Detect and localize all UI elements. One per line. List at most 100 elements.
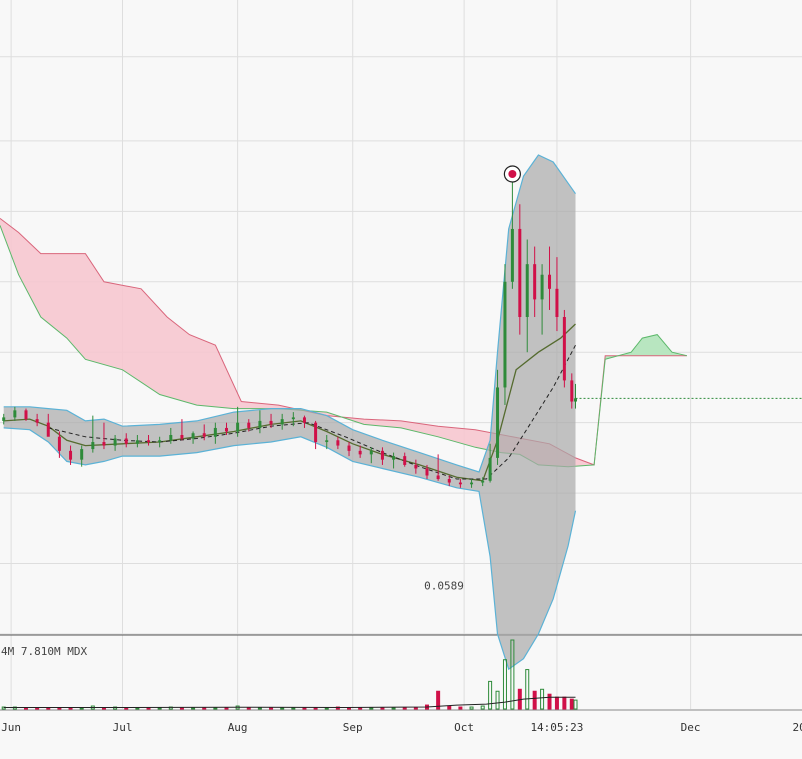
candle-body <box>213 427 217 437</box>
volume-bar <box>436 690 441 710</box>
volume-legend-label: 4M 7.810M MDX <box>1 645 87 658</box>
volume-bar <box>257 707 262 710</box>
candle-body <box>436 475 440 480</box>
candle-body <box>113 438 117 446</box>
volume-bar <box>291 707 296 710</box>
volume-bar <box>547 693 552 710</box>
volume-bar <box>213 707 218 710</box>
x-tick-label: 2024 <box>792 721 802 734</box>
x-tick-label: Dec <box>681 721 701 734</box>
volume-bar <box>569 698 574 710</box>
bollinger-lower-line <box>3 427 577 671</box>
x-tick-label: Jun <box>1 721 21 734</box>
x-tick-label: Oct <box>454 721 474 734</box>
volume-bar <box>447 705 452 710</box>
bollinger-upper-line <box>3 154 576 473</box>
volume-average-line <box>3 696 576 709</box>
candle-body <box>124 438 128 444</box>
candle-body <box>191 433 195 439</box>
volume-bar <box>540 688 545 710</box>
volume-bar <box>269 707 274 710</box>
volume-bar <box>488 680 493 710</box>
candle-body <box>69 450 73 460</box>
volume-bar <box>324 707 329 710</box>
candle-body <box>403 456 407 465</box>
volume-bar <box>124 707 129 710</box>
volume-bar <box>57 707 62 710</box>
candle-body <box>347 445 351 451</box>
volume-bar <box>302 707 307 710</box>
volume-bar <box>101 707 106 710</box>
volume-bar <box>458 706 463 710</box>
volume-bar <box>573 699 578 710</box>
volume-bar <box>68 707 73 710</box>
volume-bar <box>413 707 418 710</box>
candle-body <box>314 422 318 443</box>
volume-bar <box>380 707 385 710</box>
candle-body <box>518 228 522 317</box>
candle-body <box>35 419 39 423</box>
annotations: 0.0589 <box>424 165 802 592</box>
volume-bar <box>280 707 285 710</box>
x-tick-label: 14:05:23 <box>530 721 583 734</box>
candle-body <box>358 450 362 455</box>
low-price-label: 0.0589 <box>424 579 464 592</box>
volume-bar <box>480 705 485 710</box>
candle-body <box>414 464 418 469</box>
volume-bar <box>313 707 318 710</box>
candle-body <box>102 442 106 446</box>
candle-body <box>570 380 574 402</box>
candle-body <box>555 288 559 317</box>
volume-bar <box>202 707 207 710</box>
candle-body <box>236 422 240 432</box>
volume-bar <box>23 707 28 710</box>
volume-bar <box>469 706 474 710</box>
candle-body <box>91 442 95 450</box>
candle-body <box>369 450 373 455</box>
volume-panel: 4M 7.810M MDX <box>1 639 578 710</box>
volume-bar <box>135 707 140 710</box>
volume-bar <box>358 707 363 710</box>
volume-bar <box>391 707 396 710</box>
candle-body <box>533 264 537 300</box>
cloud-span-a-line <box>0 225 688 468</box>
volume-bar <box>79 707 84 710</box>
candle-body <box>158 440 162 443</box>
candle-body <box>247 422 251 428</box>
candle-body <box>224 427 228 432</box>
candle-body <box>280 419 284 425</box>
high-marker-dot <box>508 169 517 178</box>
candle-body <box>503 281 507 388</box>
candle-body <box>13 410 17 418</box>
candle-body <box>425 468 429 476</box>
candle-body <box>147 440 151 443</box>
x-tick-label: Aug <box>228 721 248 734</box>
volume-bar <box>146 707 151 710</box>
x-tick-label: Sep <box>343 721 363 734</box>
candle-body <box>325 440 329 443</box>
candle-body <box>135 440 139 444</box>
candle-body <box>202 433 206 437</box>
x-tick-label: Jul <box>113 721 133 734</box>
volume-bar <box>532 690 537 710</box>
candle-body <box>302 417 306 423</box>
bollinger-fill <box>3 155 576 670</box>
volume-bar <box>35 707 40 710</box>
candle-body <box>46 422 50 437</box>
candle-body <box>24 410 28 420</box>
candle-body <box>80 449 84 460</box>
candle-body <box>380 450 384 460</box>
candle-body <box>291 417 295 420</box>
volume-bar <box>495 690 500 710</box>
candlesticks <box>2 173 578 488</box>
candle-body <box>488 457 492 481</box>
candle-body <box>481 480 485 483</box>
candle-body <box>562 317 566 381</box>
moving-average-line <box>3 323 576 482</box>
volume-bar <box>157 707 162 710</box>
bollinger-bands <box>3 154 577 671</box>
volume-bar <box>46 707 51 710</box>
